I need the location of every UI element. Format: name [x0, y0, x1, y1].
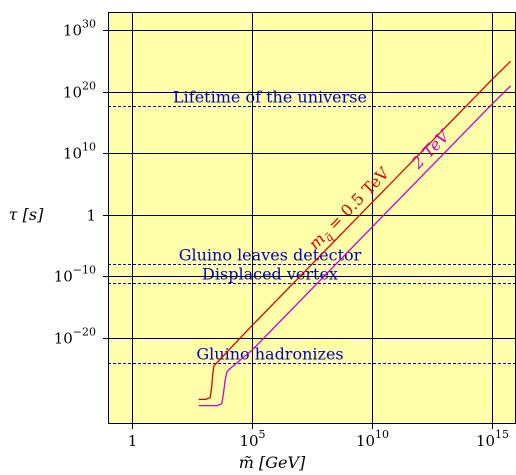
- series-line: [198, 60, 512, 401]
- y-tick-label: 10−10: [54, 264, 96, 286]
- x-tick-label: 1: [128, 432, 138, 450]
- x-axis-ticks: 1 105 1010 1015: [128, 424, 509, 450]
- y-axis-label: τ [s]: [9, 205, 44, 224]
- x-axis-label: m̃ [GeV]: [239, 453, 306, 472]
- y-tick-label: 1020: [63, 80, 96, 102]
- threshold-label: Lifetime of the universe: [173, 88, 367, 107]
- y-tick-label: 10−20: [54, 326, 96, 348]
- y-tick-label: 1: [86, 207, 96, 225]
- y-tick-label: 1030: [63, 18, 96, 40]
- threshold-label: Displaced vertex: [202, 265, 338, 284]
- series-line: [198, 85, 512, 407]
- plot-area: [108, 12, 516, 424]
- grid: [108, 12, 516, 424]
- y-tick-label: 1010: [63, 141, 96, 163]
- x-tick-label: 1010: [356, 428, 389, 450]
- x-tick-label: 1015: [476, 428, 509, 450]
- x-tick-label: 105: [239, 428, 265, 450]
- y-axis-ticks: 1030 1020 1010 1 10−10 10−20: [54, 18, 108, 348]
- threshold-label: Gluino hadronizes: [196, 345, 343, 364]
- threshold-label: Gluino leaves detector: [179, 246, 362, 265]
